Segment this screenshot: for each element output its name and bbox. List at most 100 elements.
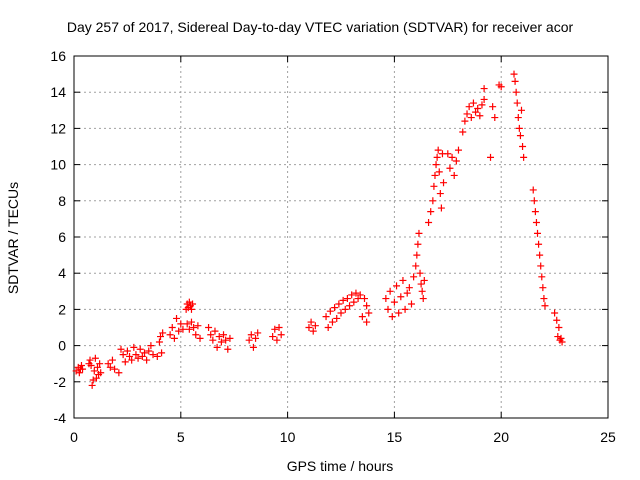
data-point [147, 342, 155, 350]
data-point [541, 302, 549, 310]
data-point [431, 171, 439, 179]
axis-ticks: 0 5 10 15 20 25 -4 -2 0 2 4 6 8 10 12 14 16 [50, 48, 616, 445]
data-point [157, 333, 165, 341]
data-point [407, 300, 415, 308]
data-point [363, 302, 371, 310]
data-point [136, 345, 144, 353]
data-point [395, 309, 403, 317]
data-point [420, 276, 428, 284]
y-tick-label: 12 [50, 120, 66, 136]
data-point [382, 295, 390, 303]
data-point [476, 112, 484, 120]
data-point [429, 197, 437, 205]
data-point [88, 381, 96, 389]
data-point [427, 208, 435, 216]
data-point [529, 186, 537, 194]
data-point [557, 334, 565, 342]
data-point [153, 352, 161, 360]
data-point [143, 356, 151, 364]
data-point [322, 313, 330, 321]
data-point [97, 369, 105, 377]
data-point [419, 295, 427, 303]
data-point [126, 352, 134, 360]
x-tick-label: 15 [387, 429, 403, 445]
data-point [531, 208, 539, 216]
data-point [510, 70, 518, 78]
data-point [145, 347, 153, 355]
data-point [226, 334, 234, 342]
data-point [326, 307, 334, 315]
data-point [339, 296, 347, 304]
data-point [414, 240, 422, 248]
data-point [474, 104, 482, 112]
y-tick-label: -2 [54, 374, 67, 390]
data-point [537, 262, 545, 270]
data-point [365, 309, 373, 317]
data-point [220, 331, 228, 339]
data-point [425, 219, 433, 227]
data-point [117, 345, 125, 353]
data-point [520, 153, 528, 161]
data-point [333, 314, 341, 322]
data-point [187, 318, 195, 326]
data-point [211, 327, 219, 335]
data-point [343, 295, 351, 303]
data-point [249, 343, 257, 351]
data-point [183, 320, 191, 328]
data-point [217, 338, 225, 346]
data-point [155, 338, 163, 346]
data-point [158, 349, 166, 357]
data-point [472, 108, 480, 116]
data-point [448, 153, 456, 161]
data-point [190, 324, 198, 331]
data-point [173, 314, 181, 322]
data-point [91, 354, 99, 362]
data-point [213, 343, 221, 351]
data-point [175, 327, 183, 335]
data-point [75, 369, 83, 377]
data-point [119, 351, 127, 359]
data-point [207, 331, 215, 339]
data-point [273, 336, 281, 344]
data-point [192, 331, 200, 339]
data-point [433, 153, 441, 161]
x-tick-label: 0 [70, 429, 78, 445]
data-point [454, 146, 462, 154]
data-point [121, 358, 129, 366]
data-point [390, 298, 398, 306]
data-point [194, 322, 202, 330]
data-point [393, 282, 401, 290]
data-point [358, 313, 366, 321]
data-point [519, 143, 527, 150]
y-tick-label: 0 [58, 338, 66, 354]
data-point [307, 318, 315, 326]
data-point [222, 336, 230, 344]
data-point [149, 351, 157, 359]
data-point [337, 309, 345, 317]
data-point [517, 106, 525, 114]
data-point [324, 324, 332, 331]
data-point [168, 324, 176, 331]
grid-lines [74, 56, 608, 418]
data-point [335, 300, 343, 308]
data-point [459, 128, 467, 136]
data-point [452, 157, 460, 165]
data-point [166, 331, 174, 339]
data-point [555, 324, 563, 331]
data-point [140, 349, 148, 357]
data-point [277, 331, 285, 339]
data-point [77, 362, 85, 370]
y-tick-label: 8 [58, 193, 66, 209]
data-point [311, 322, 319, 330]
data-point [86, 356, 94, 364]
data-point [437, 204, 445, 212]
data-point [430, 182, 438, 190]
data-point [514, 114, 522, 122]
data-point [401, 305, 409, 313]
x-tick-label: 20 [493, 429, 509, 445]
data-point [540, 295, 548, 303]
data-point [134, 354, 142, 362]
data-point [138, 352, 146, 360]
data-point [254, 329, 262, 337]
